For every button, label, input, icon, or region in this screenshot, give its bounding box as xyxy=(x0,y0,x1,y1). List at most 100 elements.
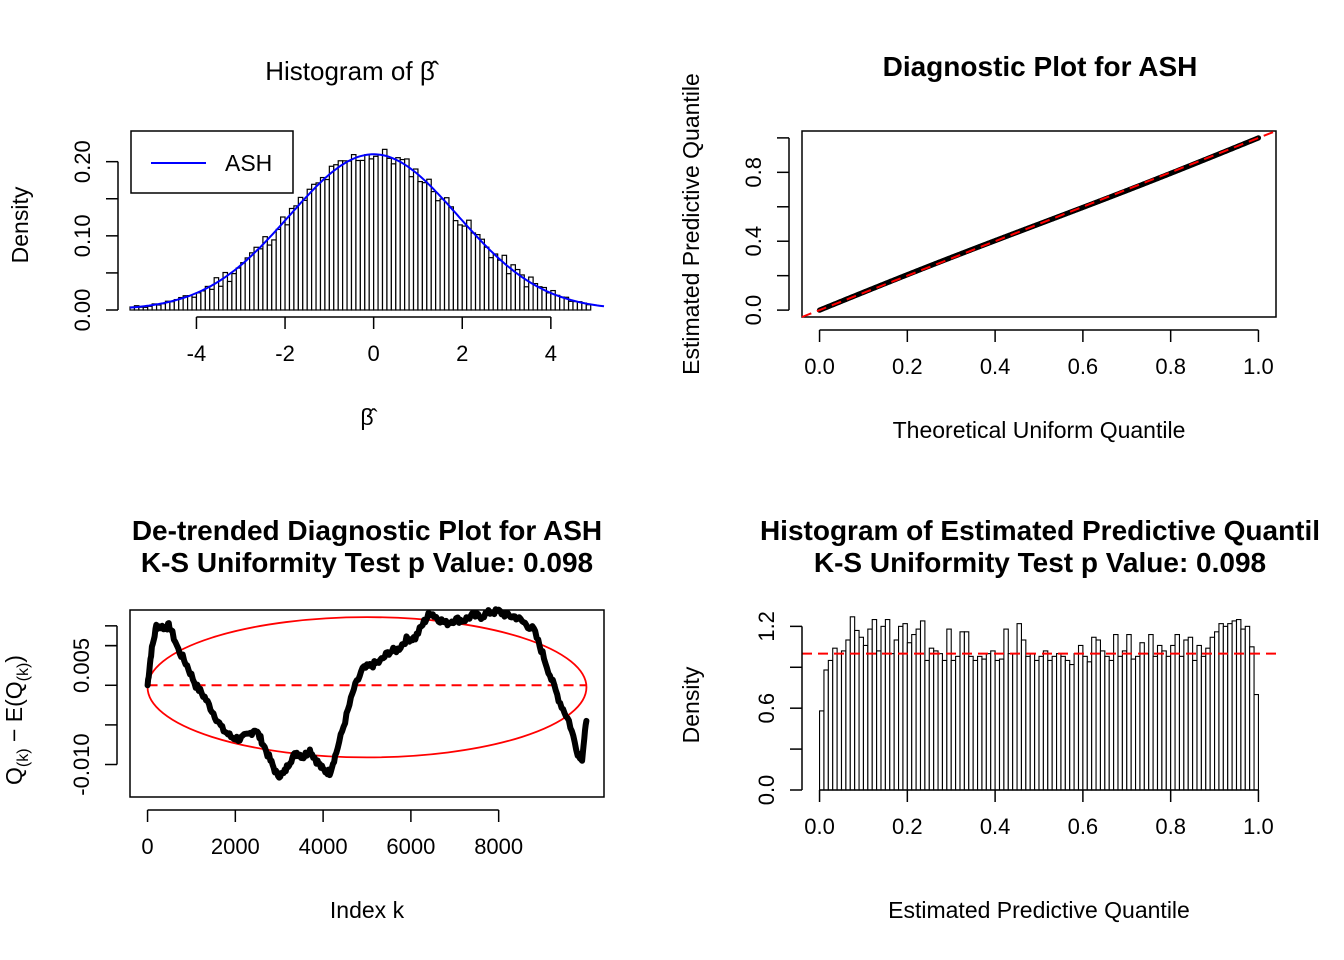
p4-bar xyxy=(1108,659,1115,791)
p1-bar xyxy=(266,244,273,311)
p1-bar xyxy=(572,300,579,311)
p1-bar xyxy=(284,224,291,311)
p4-bars xyxy=(819,616,1259,791)
p1-x-tick-label: -4 xyxy=(187,341,207,366)
p1-bar xyxy=(443,197,450,311)
p4-bar xyxy=(840,650,847,791)
p1-bar xyxy=(381,148,388,311)
p1-bar xyxy=(297,196,304,311)
p3-deviation-path xyxy=(144,606,590,781)
p2-x-axis: 0.0 0.2 0.4 0.6 0.8 1.0 xyxy=(804,329,1274,379)
p1-bar xyxy=(390,163,397,311)
p4-bar xyxy=(941,659,948,791)
p1-x-tick-label: 0 xyxy=(368,341,380,366)
p1-bar xyxy=(523,286,530,311)
p4-x-tick-label: 1.0 xyxy=(1243,814,1274,839)
p1-bar xyxy=(293,205,299,311)
p4-bar xyxy=(1170,644,1176,791)
p4-bar xyxy=(1249,646,1255,791)
p1-bar xyxy=(488,257,494,311)
p1-bar xyxy=(244,257,251,311)
p4-bar xyxy=(1165,655,1172,791)
p1-bar xyxy=(497,259,503,311)
p4-bar xyxy=(972,659,979,791)
p4-bar xyxy=(1003,628,1009,791)
p2-x-tick-label: 0.4 xyxy=(980,354,1011,379)
panel-detrended-plot: De-trended Diagnostic Plot for ASH K-S U… xyxy=(1,515,605,923)
p4-bar xyxy=(1073,653,1080,791)
p2-x-tick-label: 0.6 xyxy=(1068,354,1099,379)
p2-y-tick-label: 0.4 xyxy=(741,226,766,257)
p2-title: Diagnostic Plot for ASH xyxy=(883,51,1198,82)
p1-y-tick-label: 0.10 xyxy=(70,214,95,257)
p1-bar xyxy=(226,280,233,311)
p4-bar xyxy=(1130,658,1137,791)
p4-bar xyxy=(1007,653,1014,791)
p1-bar xyxy=(461,225,468,311)
p4-bar xyxy=(955,655,961,791)
p4-bar xyxy=(1200,655,1207,791)
p4-bar xyxy=(1113,633,1119,791)
p4-bar xyxy=(1117,655,1123,791)
p4-bar xyxy=(968,655,974,791)
p2-xlabel: Theoretical Uniform Quantile xyxy=(893,417,1186,443)
p1-x-axis: -4 -2 0 2 4 xyxy=(187,316,557,366)
p4-bar xyxy=(902,623,908,791)
p4-bar xyxy=(1056,653,1062,791)
p1-bar xyxy=(545,292,552,311)
p1-bar xyxy=(457,224,463,311)
p4-bar xyxy=(1196,644,1202,791)
p4-bar xyxy=(884,618,891,791)
p4-bar xyxy=(933,650,939,791)
p1-bar xyxy=(195,292,202,311)
p3-x-tick-label: 8000 xyxy=(474,834,523,859)
p4-bar xyxy=(1205,647,1211,791)
p4-bar xyxy=(1082,655,1088,791)
p3-x-axis: 0 2000 4000 6000 8000 xyxy=(141,809,523,859)
p1-bar xyxy=(536,286,543,311)
p2-y-axis: 0.0 0.4 0.8 xyxy=(741,137,790,326)
p2-points xyxy=(816,135,1262,313)
panel-diagnostic-plot: Diagnostic Plot for ASH 0.0 0.2 0.4 0.6 0.8 1… xyxy=(678,51,1277,443)
p1-bar xyxy=(275,228,282,311)
p1-legend: ASH xyxy=(130,130,294,194)
p4-bar xyxy=(862,644,869,791)
p1-bar xyxy=(355,159,361,311)
p1-bar xyxy=(257,248,264,311)
p2-ylabel: Estimated Predictive Quantile xyxy=(678,73,704,375)
p3-x-tick-label: 2000 xyxy=(211,834,260,859)
p3-xlabel: Index k xyxy=(330,897,405,923)
p1-bar xyxy=(430,191,437,311)
p4-bar xyxy=(1183,639,1189,791)
p3-ylabel: Q(k) − E(Q(k)) xyxy=(1,655,32,785)
p1-bar xyxy=(324,178,330,311)
panel-histogram-beta: Histogram of β̂ -4 -2 0 2 4 0.000.100.20 β̂ … xyxy=(7,56,605,430)
p4-bar xyxy=(1091,636,1097,791)
p4-bar xyxy=(1029,653,1036,791)
p4-bar xyxy=(919,620,926,791)
p4-bar xyxy=(1095,639,1101,791)
p1-bar xyxy=(364,154,370,311)
p1-bar xyxy=(585,304,592,311)
p1-bar xyxy=(417,180,423,311)
p4-bar xyxy=(849,616,856,791)
p2-y-tick-label: 0.0 xyxy=(741,295,766,326)
p1-bar xyxy=(386,157,392,311)
p4-x-tick-label: 0.8 xyxy=(1155,814,1186,839)
p2-x-tick-label: 1.0 xyxy=(1243,354,1274,379)
p4-bar xyxy=(1178,655,1185,791)
p4-subtitle: K-S Uniformity Test p Value: 0.098 xyxy=(814,547,1266,578)
p1-bar xyxy=(399,158,406,311)
p4-bar xyxy=(889,653,895,791)
p1-bar xyxy=(240,262,246,311)
p4-x-tick-label: 0.2 xyxy=(892,814,923,839)
p1-bar xyxy=(160,303,167,311)
p2-plot-box xyxy=(801,130,1277,318)
p1-x-tick-label: 4 xyxy=(545,341,557,366)
p1-legend-label: ASH xyxy=(225,150,272,176)
p1-bar xyxy=(373,155,379,311)
p4-bar xyxy=(1156,644,1163,791)
p4-bar xyxy=(1174,633,1180,791)
p4-bar xyxy=(1222,625,1229,791)
